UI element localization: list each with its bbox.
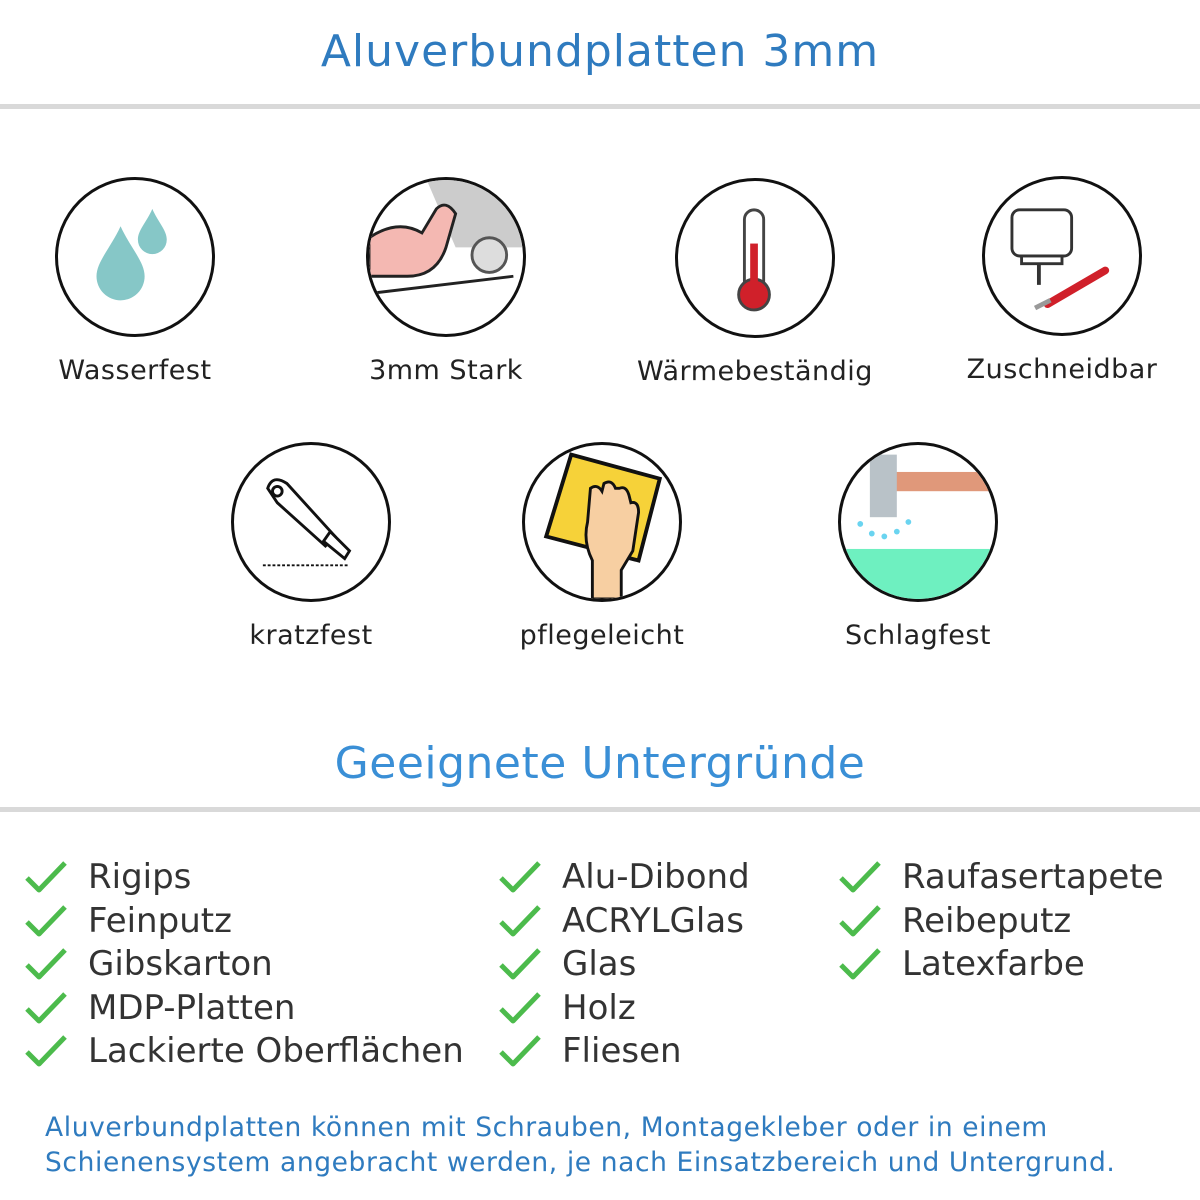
- checkmark-icon: [499, 861, 541, 893]
- jigsaw-knife-icon: [982, 176, 1142, 336]
- feature-label: Zuschneidbar: [966, 354, 1158, 385]
- checkmark-icon: [499, 905, 541, 937]
- surface-item: ACRYLGlas: [498, 899, 744, 943]
- thermometer-icon: [675, 178, 835, 338]
- surface-item: Lackierte Oberflächen: [24, 1029, 464, 1073]
- checkmark-icon: [499, 992, 541, 1024]
- footer-note-line-2: Schienensystem angebracht werden, je nac…: [45, 1147, 1116, 1178]
- surface-label: Alu-Dibond: [562, 857, 750, 897]
- surface-item: Holz: [498, 986, 636, 1030]
- feature-zuschneidbar: Zuschneidbar: [912, 176, 1200, 385]
- surface-item: Gibskarton: [24, 942, 273, 986]
- surface-label: MDP-Platten: [88, 988, 296, 1028]
- feature-waermebestaendig: Wärmebeständig: [605, 178, 905, 387]
- page-title: Aluverbundplatten 3mm: [320, 26, 880, 77]
- surface-item: Alu-Dibond: [498, 855, 750, 899]
- cutter-knife-icon: [231, 442, 391, 602]
- checkmark-icon: [25, 861, 67, 893]
- surface-label: Feinputz: [88, 901, 232, 941]
- feature-label: pflegeleicht: [519, 620, 685, 651]
- water-drops-icon: [55, 177, 215, 337]
- footer-note-line-1: Aluverbundplatten können mit Schrauben, …: [45, 1112, 1048, 1143]
- wiping-hand-icon: [522, 442, 682, 602]
- feature-label: Wärmebeständig: [637, 356, 873, 387]
- checkmark-icon: [25, 948, 67, 980]
- checkmark-icon: [25, 1035, 67, 1067]
- checkmark-icon: [839, 905, 881, 937]
- surface-label: Rigips: [88, 857, 192, 897]
- checkmark-icon: [25, 992, 67, 1024]
- feature-pflegeleicht: pflegeleicht: [452, 442, 752, 651]
- checkmark-icon: [499, 1035, 541, 1067]
- feature-label: Wasserfest: [58, 355, 212, 386]
- surface-item: Reibeputz: [838, 899, 1071, 943]
- surface-label: Lackierte Oberflächen: [88, 1031, 464, 1071]
- feature-wasserfest: Wasserfest: [0, 177, 285, 386]
- surface-label: Reibeputz: [902, 901, 1072, 941]
- feature-label: Schlagfest: [844, 620, 992, 651]
- feature-label: 3mm Stark: [369, 355, 523, 386]
- checkmark-icon: [25, 905, 67, 937]
- surface-item: Fliesen: [498, 1029, 682, 1073]
- surface-item: Feinputz: [24, 899, 232, 943]
- checkmark-icon: [839, 948, 881, 980]
- checkmark-icon: [839, 861, 881, 893]
- surface-label: Latexfarbe: [902, 944, 1085, 984]
- surface-label: ACRYLGlas: [562, 901, 744, 941]
- surface-label: Gibskarton: [88, 944, 273, 984]
- strong-arm-icon: [366, 177, 526, 337]
- surface-item: Rigips: [24, 855, 191, 899]
- checkmark-icon: [499, 948, 541, 980]
- feature-kratzfest: kratzfest: [161, 442, 461, 651]
- surface-label: Holz: [562, 988, 636, 1028]
- section-title: Geeignete Untergründe: [334, 738, 866, 789]
- surface-label: Glas: [562, 944, 637, 984]
- surface-item: Raufasertapete: [838, 855, 1164, 899]
- divider: [0, 104, 1200, 109]
- divider: [0, 807, 1200, 812]
- surface-label: Raufasertapete: [902, 857, 1164, 897]
- hammer-icon: [838, 442, 998, 602]
- feature-label: kratzfest: [249, 620, 373, 651]
- feature-3mm-stark: 3mm Stark: [296, 177, 596, 386]
- feature-schlagfest: Schlagfest: [768, 442, 1068, 651]
- surface-item: Latexfarbe: [838, 942, 1085, 986]
- surface-label: Fliesen: [562, 1031, 682, 1071]
- surface-item: Glas: [498, 942, 636, 986]
- surface-item: MDP-Platten: [24, 986, 295, 1030]
